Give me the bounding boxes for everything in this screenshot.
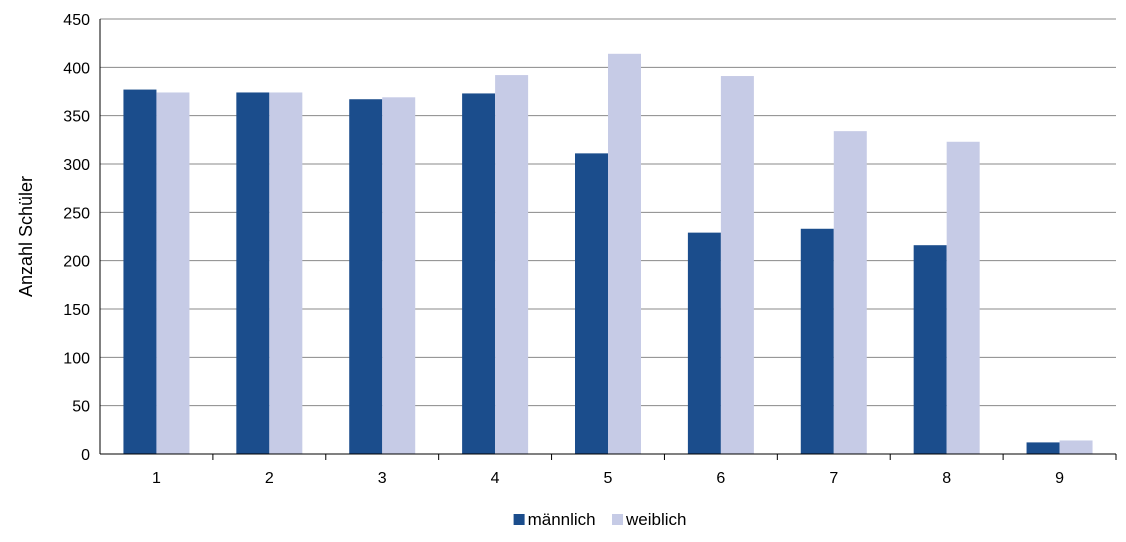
legend-label-weiblich: weiblich: [625, 510, 686, 529]
bar-weiblich: [382, 97, 416, 455]
axes: [99, 19, 1117, 460]
x-tick-label: 7: [829, 470, 838, 487]
bar-maennlich: [236, 92, 270, 454]
y-tick-label: 150: [63, 302, 90, 319]
bar-maennlich: [462, 93, 496, 454]
y-tick-labels: 0 50 100 150 200 250 300 350 400 450: [63, 12, 90, 464]
bar-maennlich: [123, 89, 157, 455]
legend-swatch-weiblich: [612, 514, 623, 525]
bar-weiblich: [608, 53, 641, 455]
bar-weiblich: [1059, 440, 1093, 454]
bars: [123, 53, 1093, 455]
legend-swatch-maennlich: [513, 514, 525, 525]
bar-maennlich: [575, 153, 608, 454]
legend-label-maennlich: männlich: [528, 510, 596, 529]
x-tick-label: 8: [942, 470, 951, 487]
y-axis-title: Anzahl Schüler: [16, 176, 36, 297]
y-tick-label: 400: [63, 60, 90, 77]
bar-maennlich: [800, 228, 834, 454]
x-tick-label: 6: [716, 470, 725, 487]
x-tick-label: 9: [1055, 470, 1064, 487]
y-tick-label: 200: [63, 254, 90, 271]
y-tick-label: 350: [63, 109, 90, 126]
bar-maennlich: [687, 232, 721, 454]
y-tick-label: 50: [72, 399, 90, 416]
bar-weiblich: [720, 76, 754, 455]
x-tick-label: 5: [604, 470, 613, 487]
x-tick-label: 4: [491, 470, 500, 487]
y-tick-label: 300: [63, 157, 90, 174]
x-tick-label: 2: [265, 470, 274, 487]
y-tick-label: 0: [81, 447, 90, 464]
bar-weiblich: [269, 92, 303, 454]
bar-weiblich: [833, 131, 867, 454]
x-tick-label: 3: [378, 470, 387, 487]
bar-weiblich: [156, 92, 190, 454]
y-tick-label: 450: [63, 12, 90, 29]
y-tick-label: 250: [63, 205, 90, 222]
bar-maennlich: [1026, 442, 1060, 454]
y-tick-label: 100: [63, 350, 90, 367]
bar-maennlich: [913, 245, 947, 454]
x-tick-labels: 1 2 3 4 5 6 7 8 9: [152, 470, 1064, 487]
x-tick-label: 1: [152, 470, 161, 487]
bar-weiblich: [495, 75, 529, 455]
legend: männlich weiblich: [513, 510, 686, 529]
bar-maennlich: [349, 99, 383, 454]
bar-weiblich: [946, 141, 980, 454]
